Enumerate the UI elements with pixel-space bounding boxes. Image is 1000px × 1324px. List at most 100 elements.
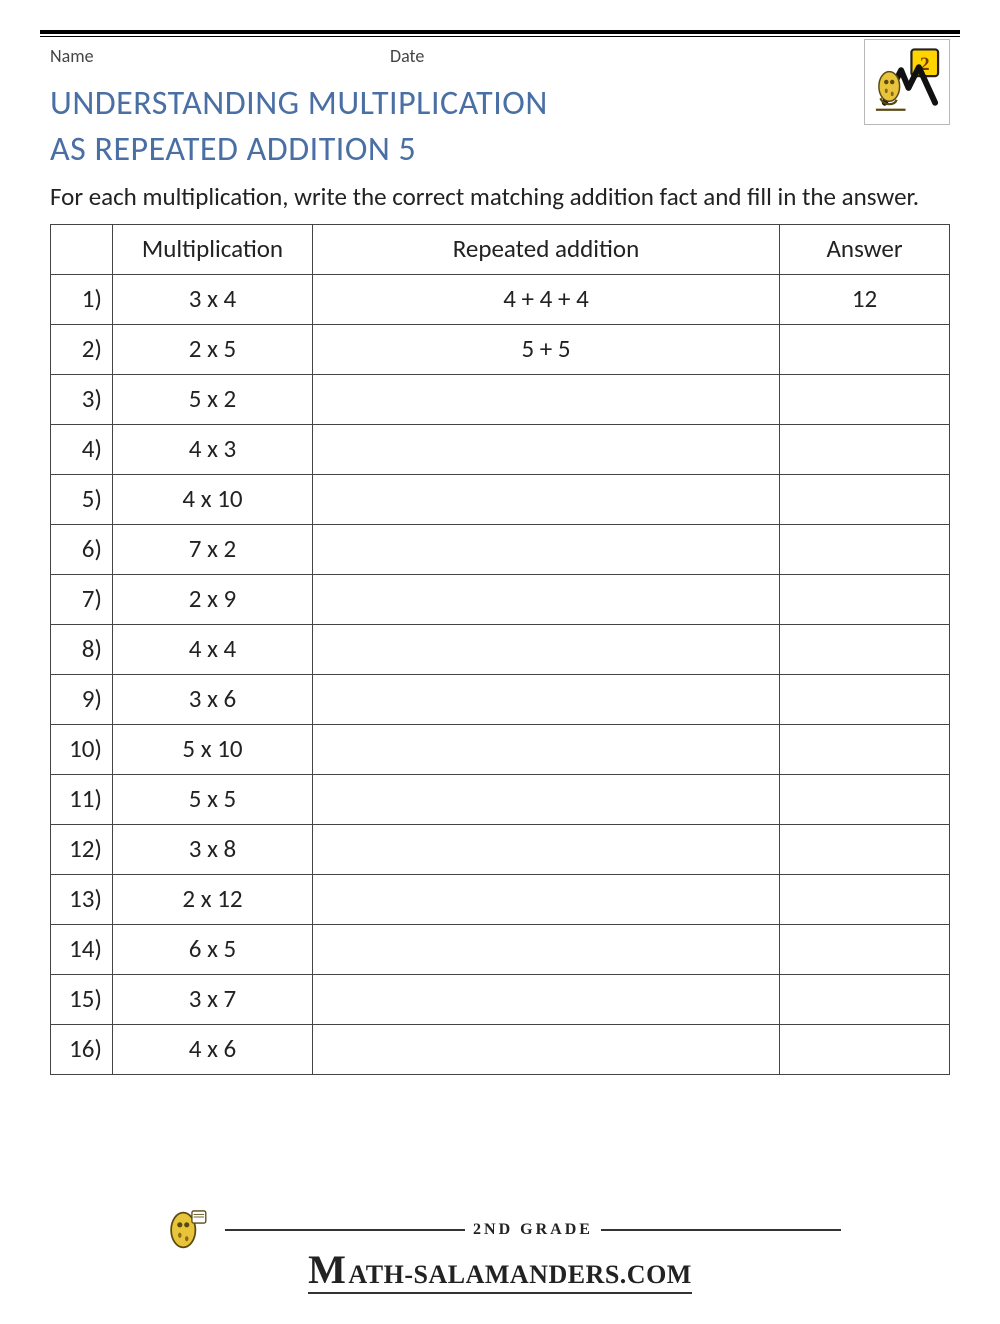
multiplication-cell: 6 x 5 [113, 924, 313, 974]
multiplication-cell: 7 x 2 [113, 524, 313, 574]
multiplication-cell: 2 x 5 [113, 324, 313, 374]
name-label: Name [50, 45, 390, 67]
answer-cell [780, 774, 950, 824]
answer-cell [780, 874, 950, 924]
table-header-row: Multiplication Repeated addition Answer [51, 224, 950, 274]
multiplication-cell: 2 x 12 [113, 874, 313, 924]
table-row: 15)3 x 7 [51, 974, 950, 1024]
table-row: 5)4 x 10 [51, 474, 950, 524]
multiplication-cell: 4 x 10 [113, 474, 313, 524]
col-header-answer: Answer [780, 224, 950, 274]
repeated-addition-cell [313, 774, 780, 824]
repeated-addition-cell [313, 824, 780, 874]
repeated-addition-cell [313, 1024, 780, 1074]
repeated-addition-cell [313, 674, 780, 724]
multiplication-cell: 5 x 2 [113, 374, 313, 424]
row-number: 8) [51, 624, 113, 674]
repeated-addition-cell [313, 874, 780, 924]
table-row: 10)5 x 10 [51, 724, 950, 774]
answer-cell [780, 474, 950, 524]
worksheet-table: Multiplication Repeated addition Answer … [50, 224, 950, 1075]
table-row: 7)2 x 9 [51, 574, 950, 624]
row-number: 13) [51, 874, 113, 924]
row-number: 15) [51, 974, 113, 1024]
multiplication-cell: 4 x 3 [113, 424, 313, 474]
row-number: 14) [51, 924, 113, 974]
table-wrapper: Multiplication Repeated addition Answer … [0, 224, 1000, 1075]
footer-main-rest: ATH-SALAMANDERS.COM [348, 1260, 691, 1290]
footer-main: M ATH-SALAMANDERS.COM [308, 1254, 692, 1294]
worksheet-title: UNDERSTANDING MULTIPLICATION AS REPEATED… [0, 67, 1000, 173]
table-row: 4)4 x 3 [51, 424, 950, 474]
table-body: 1)3 x 44 + 4 + 4122)2 x 55 + 53)5 x 24)4… [51, 274, 950, 1074]
table-row: 2)2 x 55 + 5 [51, 324, 950, 374]
repeated-addition-cell [313, 374, 780, 424]
repeated-addition-cell: 4 + 4 + 4 [313, 274, 780, 324]
answer-cell [780, 624, 950, 674]
repeated-addition-cell [313, 474, 780, 524]
table-row: 1)3 x 44 + 4 + 412 [51, 274, 950, 324]
header-row: Name Date 2 [0, 45, 1000, 67]
footer-small-text: 2ND GRADE [473, 1221, 593, 1239]
answer-cell [780, 724, 950, 774]
multiplication-cell: 3 x 6 [113, 674, 313, 724]
row-number: 9) [51, 674, 113, 724]
multiplication-cell: 4 x 6 [113, 1024, 313, 1074]
title-line-1: UNDERSTANDING MULTIPLICATION [50, 81, 950, 127]
table-row: 12)3 x 8 [51, 824, 950, 874]
row-number: 4) [51, 424, 113, 474]
row-number: 11) [51, 774, 113, 824]
repeated-addition-cell [313, 624, 780, 674]
repeated-addition-cell [313, 724, 780, 774]
answer-cell [780, 824, 950, 874]
date-label: Date [390, 45, 424, 67]
answer-cell [780, 1024, 950, 1074]
row-number: 16) [51, 1024, 113, 1074]
table-row: 8)4 x 4 [51, 624, 950, 674]
answer-cell [780, 924, 950, 974]
instruction-text: For each multiplication, write the corre… [0, 173, 1000, 224]
row-number: 7) [51, 574, 113, 624]
worksheet-page: Name Date 2 UNDERSTANDING MULTIPLICATION… [0, 30, 1000, 1324]
multiplication-cell: 5 x 10 [113, 724, 313, 774]
salamander-logo-icon: 2 [870, 45, 944, 119]
top-rule-thick [40, 30, 960, 34]
repeated-addition-cell [313, 924, 780, 974]
table-row: 6)7 x 2 [51, 524, 950, 574]
row-number: 5) [51, 474, 113, 524]
footer-small-line: 2ND GRADE [0, 1204, 1000, 1256]
table-row: 14)6 x 5 [51, 924, 950, 974]
multiplication-cell: 3 x 8 [113, 824, 313, 874]
multiplication-cell: 2 x 9 [113, 574, 313, 624]
row-number: 10) [51, 724, 113, 774]
answer-cell [780, 974, 950, 1024]
col-header-multiplication: Multiplication [113, 224, 313, 274]
brand-logo: 2 [864, 39, 950, 125]
repeated-addition-cell [313, 424, 780, 474]
repeated-addition-cell [313, 574, 780, 624]
row-number: 12) [51, 824, 113, 874]
repeated-addition-cell [313, 524, 780, 574]
title-line-2: AS REPEATED ADDITION 5 [50, 127, 950, 173]
answer-cell [780, 524, 950, 574]
answer-cell [780, 674, 950, 724]
table-row: 3)5 x 2 [51, 374, 950, 424]
row-number: 1) [51, 274, 113, 324]
multiplication-cell: 4 x 4 [113, 624, 313, 674]
table-row: 16)4 x 6 [51, 1024, 950, 1074]
col-header-repeated-add: Repeated addition [313, 224, 780, 274]
table-row: 9)3 x 6 [51, 674, 950, 724]
answer-cell [780, 574, 950, 624]
table-row: 11)5 x 5 [51, 774, 950, 824]
answer-cell [780, 374, 950, 424]
row-number: 2) [51, 324, 113, 374]
col-header-blank [51, 224, 113, 274]
footer-salamander-icon [159, 1204, 211, 1256]
multiplication-cell: 5 x 5 [113, 774, 313, 824]
table-row: 13)2 x 12 [51, 874, 950, 924]
footer-main-big: M [308, 1254, 346, 1286]
row-number: 6) [51, 524, 113, 574]
answer-cell [780, 424, 950, 474]
row-number: 3) [51, 374, 113, 424]
answer-cell [780, 324, 950, 374]
